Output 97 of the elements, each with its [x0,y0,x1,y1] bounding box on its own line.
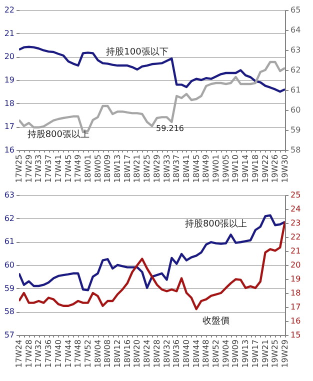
x-tick-label: 17W33 [34,154,44,183]
x-tick-label: 18W09 [103,154,112,183]
y-tick-label: 20 [4,52,14,62]
x-tick-label: 18W52 [212,340,221,368]
line-series [19,46,285,93]
y-tick-label: 22 [4,6,14,14]
x-tick-label: 17W44 [64,340,73,368]
x-tick-label: 19W14 [241,154,250,183]
x-tick-label: 17W36 [44,340,54,368]
x-tick-label: 19W04 [221,340,230,368]
y-tick-label: 17 [4,122,14,132]
y-tick-label: 63 [4,190,14,200]
x-tick-label: 17W48 [74,340,83,368]
x-tick-label: 19W01 [212,154,221,183]
x-tick-label: 19W10 [231,154,240,183]
x-tick-label: 18W49 [202,154,211,183]
x-tick-label: 17W24 [14,340,24,368]
y-tick-label: 59 [4,284,14,293]
x-tick-label: 18W37 [172,154,182,183]
x-tick-label: 18W13 [113,154,122,183]
line-series [19,220,285,310]
x-tick-label: 19W25 [270,340,280,368]
x-tick-label: 18W25 [142,154,152,183]
x-tick-label: 18W33 [162,154,172,183]
x-tick-label: 17W37 [44,154,54,183]
x-tick-label: 17W25 [14,154,24,183]
y2-tick-label: 58 [290,146,301,154]
x-tick-label: 18W29 [152,154,162,183]
y2-tick-label: 15 [290,330,301,340]
x-tick-label: 17W52 [83,340,92,368]
x-tick-label: 18W16 [122,340,132,368]
x-tick-label: 18W40 [182,340,191,368]
annotation: 59.216 [156,124,184,133]
y2-tick-label: 20 [290,260,301,270]
x-tick-label: 19W09 [231,340,240,368]
x-tick-label: 19W13 [241,340,250,368]
y2-tick-label: 16 [290,316,301,326]
series-label: 持股800張以上 [27,129,90,140]
y2-tick-label: 60 [290,106,301,114]
x-tick-label: 18W04 [93,340,102,368]
x-tick-label: 18W08 [103,340,112,368]
x-tick-label: 19W26 [270,154,280,183]
y-tick-label: 61 [4,237,14,246]
x-tick-label: 19W29 [280,340,290,368]
x-tick-label: 18W20 [132,340,142,368]
x-tick-label: 19W21 [260,340,270,368]
x-tick-label: 18W21 [132,154,142,183]
series-label: 收盤價 [202,315,230,326]
y2-tick-label: 63 [290,46,301,54]
x-tick-label: 19W18 [250,154,260,183]
x-tick-label: 18W12 [113,340,122,368]
x-tick-label: 18W48 [202,340,211,368]
y-tick-label: 60 [4,260,14,270]
y2-tick-label: 18 [290,288,301,298]
x-tick-label: 17W28 [24,340,34,368]
y2-tick-label: 22 [290,232,301,242]
x-tick-label: 18W28 [152,340,162,368]
series-label: 持股100張以下 [106,46,168,58]
x-tick-label: 19W22 [260,154,270,183]
x-tick-label: 19W17 [250,340,260,368]
x-tick-label: 18W41 [182,154,191,183]
y-tick-label: 21 [4,28,14,38]
y-tick-label: 16 [4,146,14,154]
y2-tick-label: 61 [290,86,301,94]
y2-tick-label: 19 [290,274,301,284]
y2-tick-label: 59 [290,126,301,134]
x-tick-label: 18W01 [83,154,92,183]
y2-tick-label: 21 [290,246,301,256]
y-tick-label: 18 [4,98,14,108]
y2-tick-label: 65 [290,6,301,14]
series-label: 持股800張以上 [184,218,248,230]
x-tick-label: 17W29 [24,154,34,183]
x-tick-label: 19W30 [280,154,290,183]
y2-tick-label: 64 [290,26,301,34]
x-tick-label: 17W45 [64,154,73,183]
y2-tick-label: 23 [290,218,301,228]
x-tick-label: 18W17 [122,154,132,183]
x-tick-label: 18W05 [93,154,102,183]
x-tick-label: 18W36 [172,340,182,368]
x-tick-label: 17W49 [74,154,83,183]
x-tick-label: 19W05 [221,154,230,183]
line-series [19,214,285,292]
x-tick-label: 18W32 [162,340,172,368]
y-tick-label: 62 [4,214,14,223]
y-tick-label: 58 [4,307,14,316]
y2-tick-label: 25 [290,190,301,200]
y2-tick-label: 24 [290,204,301,214]
x-tick-label: 18W45 [192,154,201,183]
y2-tick-label: 62 [290,66,301,74]
x-tick-label: 18W24 [142,340,152,368]
x-tick-label: 17W41 [54,154,63,183]
x-tick-label: 17W32 [34,340,44,368]
y2-tick-label: 17 [290,302,301,312]
y-tick-label: 19 [4,76,14,84]
x-tick-label: 18W44 [192,340,201,368]
y-tick-label: 57 [4,330,14,340]
x-tick-label: 17W40 [54,340,63,368]
